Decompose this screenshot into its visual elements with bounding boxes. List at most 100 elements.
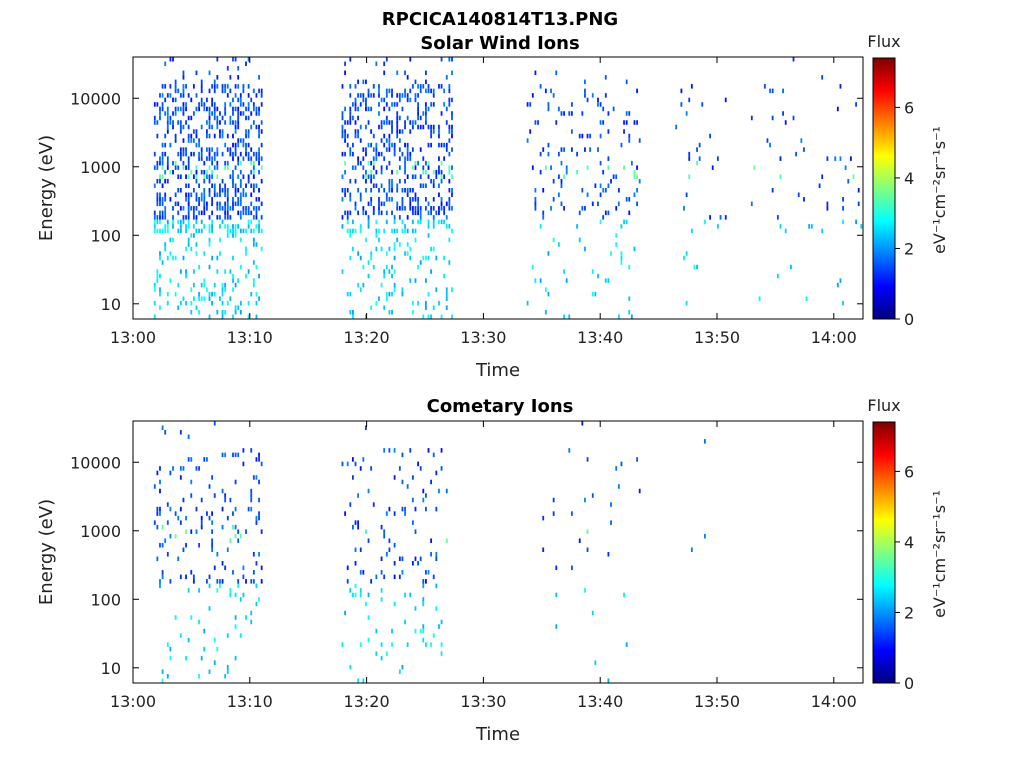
spectrogram-pixel: [427, 570, 430, 575]
spectrogram-pixel: [185, 174, 187, 179]
spectrogram-pixel: [250, 147, 253, 152]
spectrogram-pixel: [425, 206, 427, 211]
spectrogram-pixel: [385, 511, 388, 516]
spectrogram-pixel: [221, 287, 224, 292]
spectrogram-pixel: [370, 174, 373, 179]
spectrogram-pixel: [560, 183, 563, 188]
spectrogram-pixel: [258, 156, 260, 161]
spectrogram-pixel: [409, 156, 412, 161]
spectrogram-pixel: [237, 111, 240, 116]
spectrogram-pixel: [393, 561, 396, 566]
spectrogram-pixel: [359, 197, 362, 202]
spectrogram-pixel: [258, 169, 260, 175]
spectrogram-pixel: [370, 169, 373, 175]
spectrogram-pixel: [198, 106, 200, 112]
spectrogram-pixel: [547, 291, 550, 297]
spectrogram-pixel: [615, 174, 618, 179]
spectrogram-pixel: [352, 102, 354, 107]
spectrogram-pixel: [430, 479, 433, 485]
spectrogram-pixel: [206, 287, 208, 292]
spectrogram-pixel: [252, 282, 255, 288]
spectrogram-pixel: [190, 479, 193, 485]
spectrogram-pixel: [226, 300, 229, 306]
spectrogram-pixel: [417, 264, 419, 270]
spectrogram-pixel: [784, 120, 787, 125]
spectrogram-pixel: [346, 142, 349, 148]
spectrogram-pixel: [628, 111, 631, 116]
spectrogram-pixel: [393, 448, 396, 453]
spectrogram-pixel: [341, 115, 344, 121]
spectrogram-pixel: [425, 160, 427, 166]
spectrogram-pixel: [260, 579, 263, 584]
spectrogram-pixel: [258, 552, 260, 557]
spectrogram-pixel: [239, 210, 242, 216]
spectrogram-pixel: [607, 156, 610, 161]
spectrogram-pixel: [221, 282, 224, 288]
spectrogram-pixel: [344, 106, 346, 112]
spectrogram-pixel: [200, 219, 203, 225]
spectrogram-pixel: [250, 160, 253, 166]
spectrogram-pixel: [563, 174, 565, 179]
spectrogram-pixel: [404, 120, 406, 125]
spectrogram-pixel: [250, 183, 253, 188]
spectrogram-pixel: [406, 228, 409, 234]
spectrogram-pixel: [354, 120, 357, 125]
spectrogram-pixel: [169, 251, 172, 256]
spectrogram-pixel: [440, 174, 443, 179]
spectrogram-pixel: [375, 147, 378, 152]
spectrogram-pixel: [185, 273, 187, 279]
spectrogram-pixel: [216, 75, 219, 80]
spectrogram-pixel: [200, 197, 203, 202]
spectrogram-pixel: [182, 124, 185, 130]
spectrogram-pixel: [258, 75, 260, 80]
spectrogram-pixel: [357, 678, 360, 683]
spectrogram-pixel: [406, 188, 409, 193]
spectrogram-pixel: [224, 210, 227, 216]
spectrogram-pixel: [586, 192, 589, 198]
spectrogram-pixel: [810, 224, 813, 229]
spectrogram-pixel: [409, 197, 412, 202]
spectrogram-pixel: [198, 102, 200, 107]
spectrogram-pixel: [406, 484, 409, 489]
spectrogram-pixel: [237, 579, 240, 584]
spectrogram-pixel: [195, 466, 198, 471]
spectrogram-pixel: [185, 269, 187, 274]
spectrogram-pixel: [425, 106, 427, 112]
spectrogram-pixel: [177, 219, 180, 225]
spectrogram-pixel: [206, 97, 208, 103]
spectrogram-pixel: [411, 520, 414, 525]
spectrogram-pixel: [607, 165, 610, 170]
spectrogram-pixel: [357, 129, 360, 134]
spectrogram-pixel: [234, 124, 237, 130]
spectrogram-pixel: [539, 151, 542, 157]
spectrogram-pixel: [427, 219, 430, 225]
spectrogram-pixel: [411, 147, 414, 152]
spectrogram-pixel: [349, 502, 352, 507]
spectrogram-pixel: [344, 511, 346, 516]
spectrogram-pixel: [357, 520, 360, 525]
spectrogram-pixel: [414, 174, 417, 179]
panel2-xlabel: Time: [475, 724, 520, 745]
colorbar-tick-label: 6: [904, 462, 914, 481]
spectrogram-pixel: [198, 309, 200, 315]
spectrogram-pixel: [451, 174, 453, 179]
spectrogram-pixel: [432, 183, 435, 188]
spectrogram-pixel: [247, 506, 250, 512]
spectrogram-pixel: [185, 300, 187, 306]
spectrogram-pixel: [380, 165, 383, 170]
spectrogram-pixel: [153, 282, 156, 288]
spectrogram-pixel: [229, 102, 232, 107]
spectrogram-pixel: [604, 188, 607, 193]
spectrogram-pixel: [219, 206, 221, 211]
spectrogram-pixel: [610, 251, 612, 256]
spectrogram-pixel: [159, 291, 161, 297]
spectrogram-pixel: [229, 147, 232, 152]
spectrogram-pixel: [385, 138, 388, 143]
colorbar1-title: Flux: [867, 32, 900, 51]
spectrogram-pixel: [255, 93, 258, 98]
spectrogram-pixel: [200, 84, 203, 89]
spectrogram-pixel: [432, 88, 435, 94]
spectrogram-pixel: [620, 260, 623, 265]
spectrogram-pixel: [432, 633, 435, 638]
